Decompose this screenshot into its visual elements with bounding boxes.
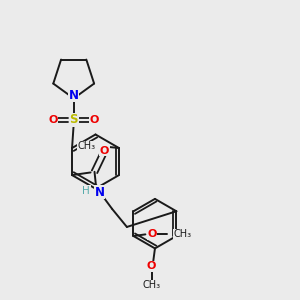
Text: CH₃: CH₃ — [173, 230, 191, 239]
Text: O: O — [147, 230, 157, 239]
Text: N: N — [94, 186, 104, 199]
Text: O: O — [89, 115, 99, 125]
Text: H: H — [82, 186, 90, 196]
Text: CH₃: CH₃ — [78, 141, 96, 152]
Text: N: N — [69, 89, 79, 102]
Text: O: O — [147, 261, 156, 271]
Text: S: S — [70, 113, 78, 126]
Text: O: O — [100, 146, 109, 156]
Text: CH₃: CH₃ — [142, 280, 161, 290]
Text: O: O — [49, 115, 58, 125]
